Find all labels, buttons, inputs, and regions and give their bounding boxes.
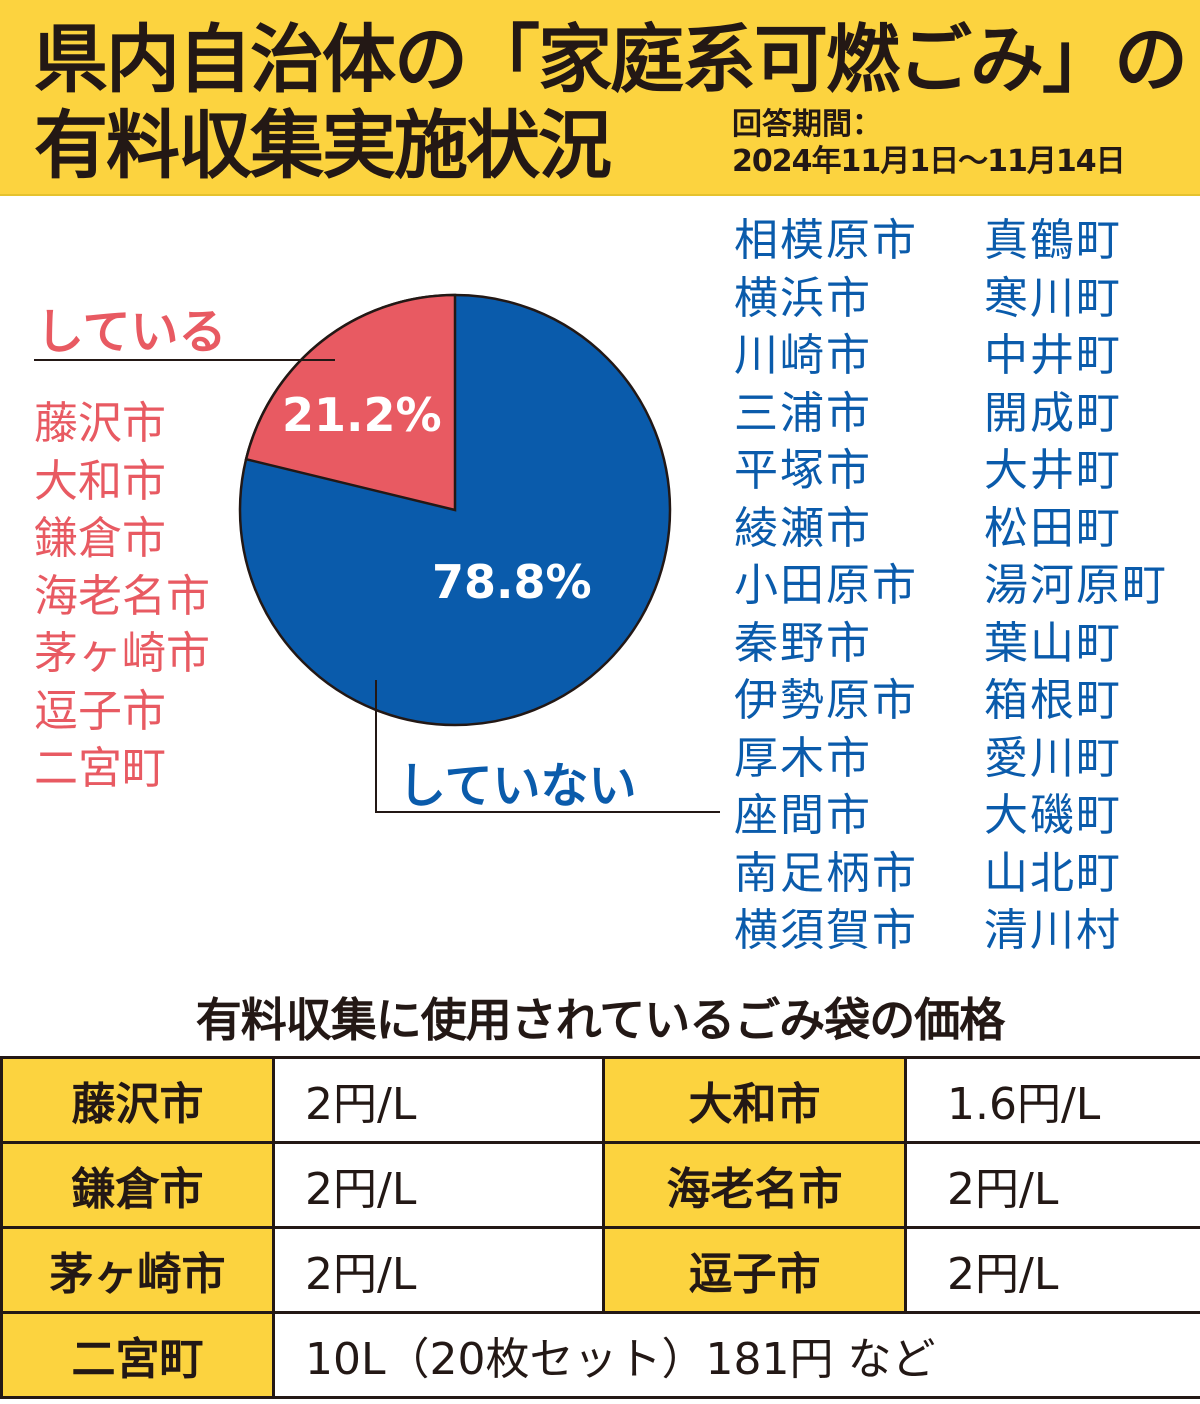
muni-cell: 藤沢市 bbox=[0, 1056, 275, 1144]
list-no-municipalities-col1: 相模原市 横浜市 川崎市 三浦市 平塚市 綾瀬市 小田原市 秦野市 伊勢原市 厚… bbox=[734, 212, 918, 960]
pie-chart-section: している 21.2% 78.8% していない 藤沢市 大和市 鎌倉市 海老名市 … bbox=[0, 200, 720, 960]
list-item: 相模原市 bbox=[734, 215, 918, 266]
label-no: していない bbox=[398, 758, 637, 814]
list-item: 秦野市 bbox=[734, 617, 872, 669]
price-cell: 2円/L bbox=[904, 1226, 1200, 1314]
list-item: 南足柄市 bbox=[734, 847, 918, 899]
table-row: 藤沢市 2円/L 大和市 1.6円/L bbox=[0, 1056, 1200, 1144]
list-item: 横浜市 bbox=[734, 272, 872, 324]
list-item: 海老名市 bbox=[34, 570, 210, 622]
price-table-title: 有料収集に使用されているごみ袋の価格 bbox=[195, 993, 1006, 1047]
list-item: 伊勢原市 bbox=[734, 675, 918, 726]
title-line-2: 有料収集実施状況 bbox=[34, 103, 612, 189]
list-item: 真鶴町 bbox=[984, 215, 1122, 266]
list-item: 藤沢市 bbox=[34, 398, 166, 449]
list-item: 小田原市 bbox=[734, 560, 918, 611]
price-cell: 1.6円/L bbox=[904, 1056, 1200, 1144]
list-item: 愛川町 bbox=[984, 732, 1122, 784]
price-cell: 2円/L bbox=[272, 1141, 605, 1229]
table-row: 二宮町 10L（20枚セット）181円 など bbox=[0, 1311, 1200, 1399]
list-item: 厚木市 bbox=[734, 732, 872, 784]
list-item: 川崎市 bbox=[734, 330, 872, 381]
price-table: 藤沢市 2円/L 大和市 1.6円/L 鎌倉市 2円/L 海老名市 2円/L 茅… bbox=[0, 1056, 1200, 1399]
muni-cell: 二宮町 bbox=[0, 1311, 275, 1399]
period-label: 回答期間： bbox=[732, 107, 882, 142]
list-item: 山北町 bbox=[984, 847, 1122, 899]
muni-cell: 鎌倉市 bbox=[0, 1141, 275, 1229]
list-item: 鎌倉市 bbox=[34, 513, 166, 564]
header-banner: 県内自治体の「家庭系可燃ごみ」の 有料収集実施状況 回答期間： 2024年11月… bbox=[0, 0, 1200, 196]
list-yes-municipalities: 藤沢市 大和市 鎌倉市 海老名市 茅ヶ崎市 逗子市 二宮町 bbox=[34, 395, 210, 798]
list-item: 清川村 bbox=[984, 905, 1122, 956]
title-line-1: 県内自治体の「家庭系可燃ごみ」の bbox=[34, 17, 1188, 103]
price-cell: 2円/L bbox=[904, 1141, 1200, 1229]
list-item: 寒川町 bbox=[984, 272, 1122, 324]
list-item: 箱根町 bbox=[984, 675, 1122, 726]
list-item: 葉山町 bbox=[984, 617, 1122, 669]
leader-line-no bbox=[375, 680, 720, 813]
muni-cell: 逗子市 bbox=[602, 1226, 907, 1314]
list-item: 大和市 bbox=[34, 455, 166, 507]
list-item: 逗子市 bbox=[34, 685, 166, 737]
list-item: 二宮町 bbox=[34, 743, 166, 794]
list-item: 大井町 bbox=[984, 445, 1122, 496]
muni-cell: 大和市 bbox=[602, 1056, 907, 1144]
price-cell: 10L（20枚セット）181円 など bbox=[272, 1311, 1200, 1399]
muni-cell: 海老名市 bbox=[602, 1141, 907, 1229]
muni-cell: 茅ヶ崎市 bbox=[0, 1226, 275, 1314]
list-item: 茅ヶ崎市 bbox=[34, 628, 210, 679]
table-row: 茅ヶ崎市 2円/L 逗子市 2円/L bbox=[0, 1226, 1200, 1314]
list-item: 大磯町 bbox=[984, 790, 1122, 841]
list-item: 中井町 bbox=[984, 330, 1122, 381]
list-no-municipalities-col2: 真鶴町 寒川町 中井町 開成町 大井町 松田町 湯河原町 葉山町 箱根町 愛川町… bbox=[984, 212, 1168, 960]
list-item: 綾瀬市 bbox=[734, 502, 872, 554]
label-yes: している bbox=[36, 304, 227, 360]
pie-slice-yes bbox=[244, 293, 457, 512]
price-cell: 2円/L bbox=[272, 1056, 605, 1144]
list-item: 開成町 bbox=[984, 387, 1122, 439]
table-row: 鎌倉市 2円/L 海老名市 2円/L bbox=[0, 1141, 1200, 1229]
price-cell: 2円/L bbox=[272, 1226, 605, 1314]
period-value: 2024年11月1日〜11月14日 bbox=[732, 144, 1126, 179]
list-item: 横須賀市 bbox=[734, 905, 918, 956]
pie-chart bbox=[34, 293, 720, 813]
list-item: 三浦市 bbox=[734, 387, 872, 439]
pct-yes: 21.2% bbox=[282, 388, 442, 442]
list-item: 松田町 bbox=[984, 502, 1122, 554]
list-item: 湯河原町 bbox=[984, 560, 1168, 611]
list-item: 座間市 bbox=[734, 790, 872, 841]
pct-no: 78.8% bbox=[432, 555, 592, 609]
list-item: 平塚市 bbox=[734, 445, 872, 496]
